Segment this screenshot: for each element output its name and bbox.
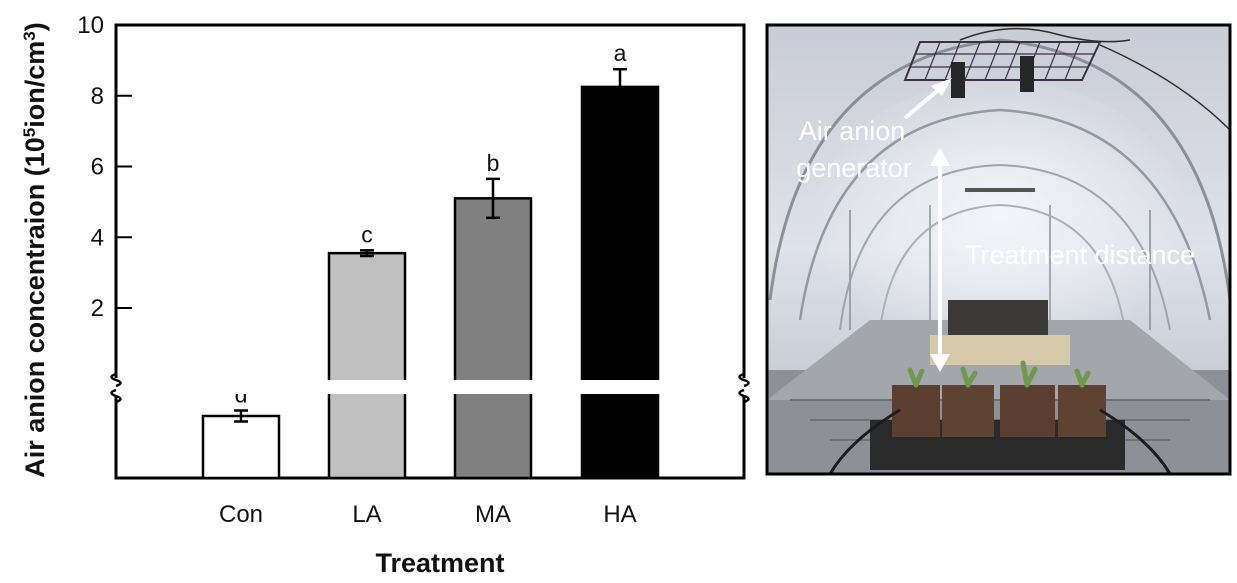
significance-label-ha: a — [614, 40, 627, 66]
axis-break-mark-left — [110, 372, 122, 404]
axis-break-gap — [118, 380, 742, 394]
category-label-ha: HA — [603, 501, 636, 528]
category-label-ma: MA — [475, 501, 511, 528]
category-labels: Con LA MA HA — [219, 501, 637, 528]
bar-ma — [453, 197, 533, 480]
bar-la — [327, 251, 407, 480]
y-tick-label: 10 — [77, 12, 104, 39]
bar-ha — [580, 85, 660, 480]
axis-break-group — [108, 372, 752, 404]
photo-caption-generator-line2: generator — [796, 153, 912, 183]
significance-label-la: c — [361, 221, 373, 247]
photo-caption-distance: Treatment distance — [965, 240, 1195, 270]
y-tick-label: 4 — [91, 224, 104, 251]
plot-frame — [114, 23, 746, 480]
category-label-con: Con — [219, 501, 263, 528]
y-tick-label: 6 — [91, 154, 104, 181]
y-axis-ticks: 2 4 6 8 10 — [77, 12, 132, 322]
greenhouse-photo: Air anion generator Treatment distance — [765, 23, 1232, 476]
bar-con — [201, 414, 281, 480]
y-tick-label: 2 — [91, 295, 104, 322]
x-axis-title: Treatment — [375, 548, 504, 578]
y-axis-title: Air anion concentraion (105ion/cm3) — [20, 22, 51, 478]
axis-break-mark-right — [738, 372, 750, 404]
significance-label-ma: b — [487, 150, 500, 176]
category-label-la: LA — [352, 501, 381, 528]
photo-caption-generator-line1: Air anion — [799, 116, 906, 146]
y-tick-label: 8 — [91, 83, 104, 110]
